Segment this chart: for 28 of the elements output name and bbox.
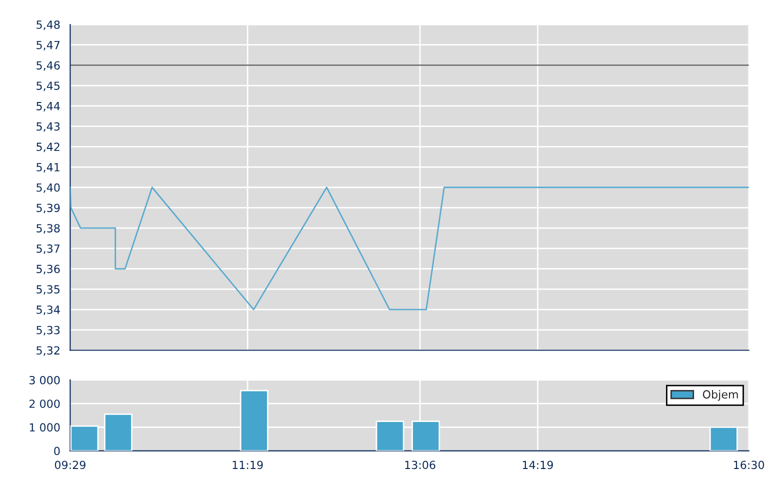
y-tick-label: 5,33: [36, 326, 60, 336]
x-tick-label: 16:30: [734, 460, 764, 470]
y-tick-label: 5,42: [36, 142, 60, 152]
x-tick-label: 14:19: [522, 460, 553, 470]
y-tick-label: 5,44: [36, 102, 60, 112]
x-tick-label: 13:06: [405, 460, 436, 470]
line-series: [70, 186, 749, 310]
y-tick-label: 5,43: [36, 122, 60, 132]
y-tick-label: 2 000: [29, 400, 60, 408]
y-tick-label: 5,48: [36, 20, 60, 30]
y-tick-label: 0: [54, 446, 60, 456]
y-tick-label: 5,37: [36, 244, 60, 254]
y-tick-label: 5,35: [36, 285, 60, 295]
y-tick-label: 5,45: [36, 82, 60, 92]
y-tick-label: 5,47: [36, 40, 60, 50]
y-tick-label: 5,40: [36, 183, 60, 193]
y-tick-label: 1 000: [30, 423, 60, 432]
y-tick-label: 5,36: [36, 264, 60, 274]
y-tick-label: 5,46: [36, 61, 60, 71]
y-tick-label: 3 000: [30, 376, 60, 384]
legend-label: Objem: [702, 390, 738, 401]
y-tick-label: 5,39: [36, 204, 60, 214]
x-tick-label: 09:29: [54, 460, 86, 470]
y-tick-label: 5,32: [36, 346, 60, 356]
x-tick-label: 11:19: [232, 460, 263, 470]
y-tick-label: 5,34: [36, 306, 60, 316]
y-tick-label: 5,41: [36, 163, 60, 173]
y-tick-label: 5,38: [36, 224, 60, 234]
